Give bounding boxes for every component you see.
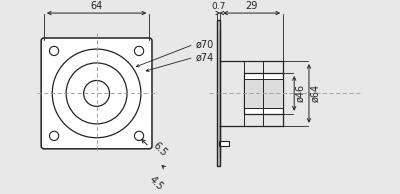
Bar: [244, 73, 283, 114]
Bar: [217, 20, 220, 166]
Text: 29: 29: [246, 1, 258, 11]
Bar: [219, 140, 229, 146]
Bar: [244, 79, 283, 108]
Text: 0.7: 0.7: [211, 2, 226, 11]
Text: ø46: ø46: [295, 84, 305, 102]
Text: 64: 64: [90, 1, 103, 11]
FancyBboxPatch shape: [41, 38, 152, 149]
Text: 4.5: 4.5: [148, 175, 166, 193]
Text: ø64: ø64: [310, 84, 320, 102]
Text: ø70: ø70: [195, 39, 214, 49]
Text: ø74: ø74: [195, 52, 214, 62]
Text: 6.5: 6.5: [151, 140, 169, 158]
